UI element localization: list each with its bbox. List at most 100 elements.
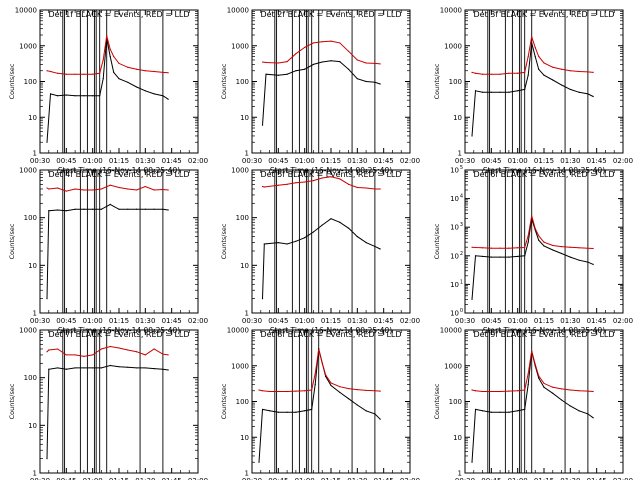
events-data-point [48,368,50,370]
events-data-point [374,413,376,415]
y-tick-label: 100 [449,398,462,406]
lld-data-point [118,62,120,65]
lld-data-point [569,389,571,391]
x-tick-label: 00:30 [242,317,262,325]
y-tick-label: 100 [236,214,249,222]
x-tick-label: 01:45 [162,157,182,165]
events-data-point [113,71,115,73]
lld-data-point [46,187,48,189]
panel-9: Det 9f BLACK = Events, RED = LLDCounts/s… [433,327,633,480]
events-data-point [374,81,376,83]
x-tick-label: 00:45 [268,157,288,165]
events-data-point [560,252,563,255]
lld-series-line [258,349,381,392]
events-data-point [499,91,501,93]
lld-data-point [527,55,529,58]
lld-data-point [127,188,129,190]
y-tick-label: 10 [240,262,249,270]
y-axis-label: Counts/sec [433,383,441,419]
lld-data-point [261,61,264,63]
x-tick-label: 01:30 [347,477,367,480]
events-data-point [379,418,381,420]
lld-data-point [321,41,323,43]
lld-data-point [534,46,536,48]
events-series-line [46,364,169,459]
plot-frame [251,329,411,474]
lld-data-point [314,373,316,375]
lld-data-point [592,71,594,73]
events-data-point [295,70,297,72]
events-data-point [286,411,288,413]
lld-data-point [83,73,85,75]
lld-data-point [330,382,332,384]
events-data-point [490,411,492,413]
lld-data-point [277,390,279,393]
plot-frame [464,329,624,474]
events-data-point [261,408,264,411]
x-tick-label: 00:30 [30,477,50,480]
x-tick-label: 00:30 [455,477,475,480]
events-data-point [277,241,279,244]
x-tick-label: 00:30 [30,317,50,325]
events-data-point [109,203,111,205]
events-data-point [83,367,85,369]
events-data-point [538,239,540,241]
y-tick-label: 10 [450,310,459,318]
y-tick-label: 10 [450,167,459,175]
x-tick-label: 02:00 [613,477,633,480]
lld-series-line [46,345,169,357]
x-tick-label: 01:45 [374,157,394,165]
lld-data-point [109,345,111,348]
lld-data-point [531,215,533,217]
x-tick-label: 01:15 [321,157,341,165]
y-tick-label: 10000 [440,7,462,15]
y-axis-label: Counts/sec [220,383,228,419]
lld-data-point [153,348,155,350]
events-data-point [592,263,594,266]
lld-data-point [258,389,260,391]
events-series-line [471,351,594,463]
panel-7: Det 7f BLACK = Events, RED = LLDCounts/s… [8,327,208,480]
panel-5: Det 5f BLACK = Events, RED = LLDCounts/s… [220,167,420,336]
x-tick-label: 01:15 [321,317,341,325]
lld-data-point [560,245,563,248]
y-tick-label: 1000 [444,362,462,370]
lld-data-point [578,390,580,392]
panel-6: Det 6f BLACK = Events, RED = LLDCounts/s… [433,165,633,335]
lld-data-point [508,72,510,74]
events-data-point [490,256,492,258]
events-data-point [162,208,164,210]
x-tick-label: 01:30 [347,157,367,165]
lld-data-point [83,189,85,191]
lld-data-point [374,390,376,392]
events-data-point [471,461,473,463]
lld-data-point [538,55,540,58]
lld-series-line [471,36,594,75]
x-tick-label: 00:45 [56,477,76,480]
lld-data-point [552,386,554,388]
y-tick-label: 1000 [231,42,249,50]
lld-data-point [374,62,376,65]
x-tick-label: 00:30 [455,317,475,325]
events-series-line [258,348,381,463]
x-tick-label: 01:15 [109,317,129,325]
plot-frame [251,9,411,154]
y-tick-label: 1 [33,150,37,158]
lld-data-point [474,72,477,74]
x-tick-label: 02:00 [188,317,208,325]
events-data-point [167,369,169,371]
y-axis-label: Counts/sec [8,223,16,259]
lld-data-point [481,73,484,75]
lld-data-point [517,247,519,249]
x-tick-label: 01:45 [374,477,394,480]
lld-data-point [347,50,350,52]
lld-data-point [531,350,533,352]
events-data-point [46,141,48,143]
lld-data-point [543,382,545,385]
events-data-point [560,399,563,401]
x-tick-label: 01:00 [295,157,315,165]
lld-data-point [74,73,76,75]
events-data-point [135,86,138,88]
x-tick-label: 01:45 [587,317,607,325]
x-tick-label: 01:45 [587,157,607,165]
